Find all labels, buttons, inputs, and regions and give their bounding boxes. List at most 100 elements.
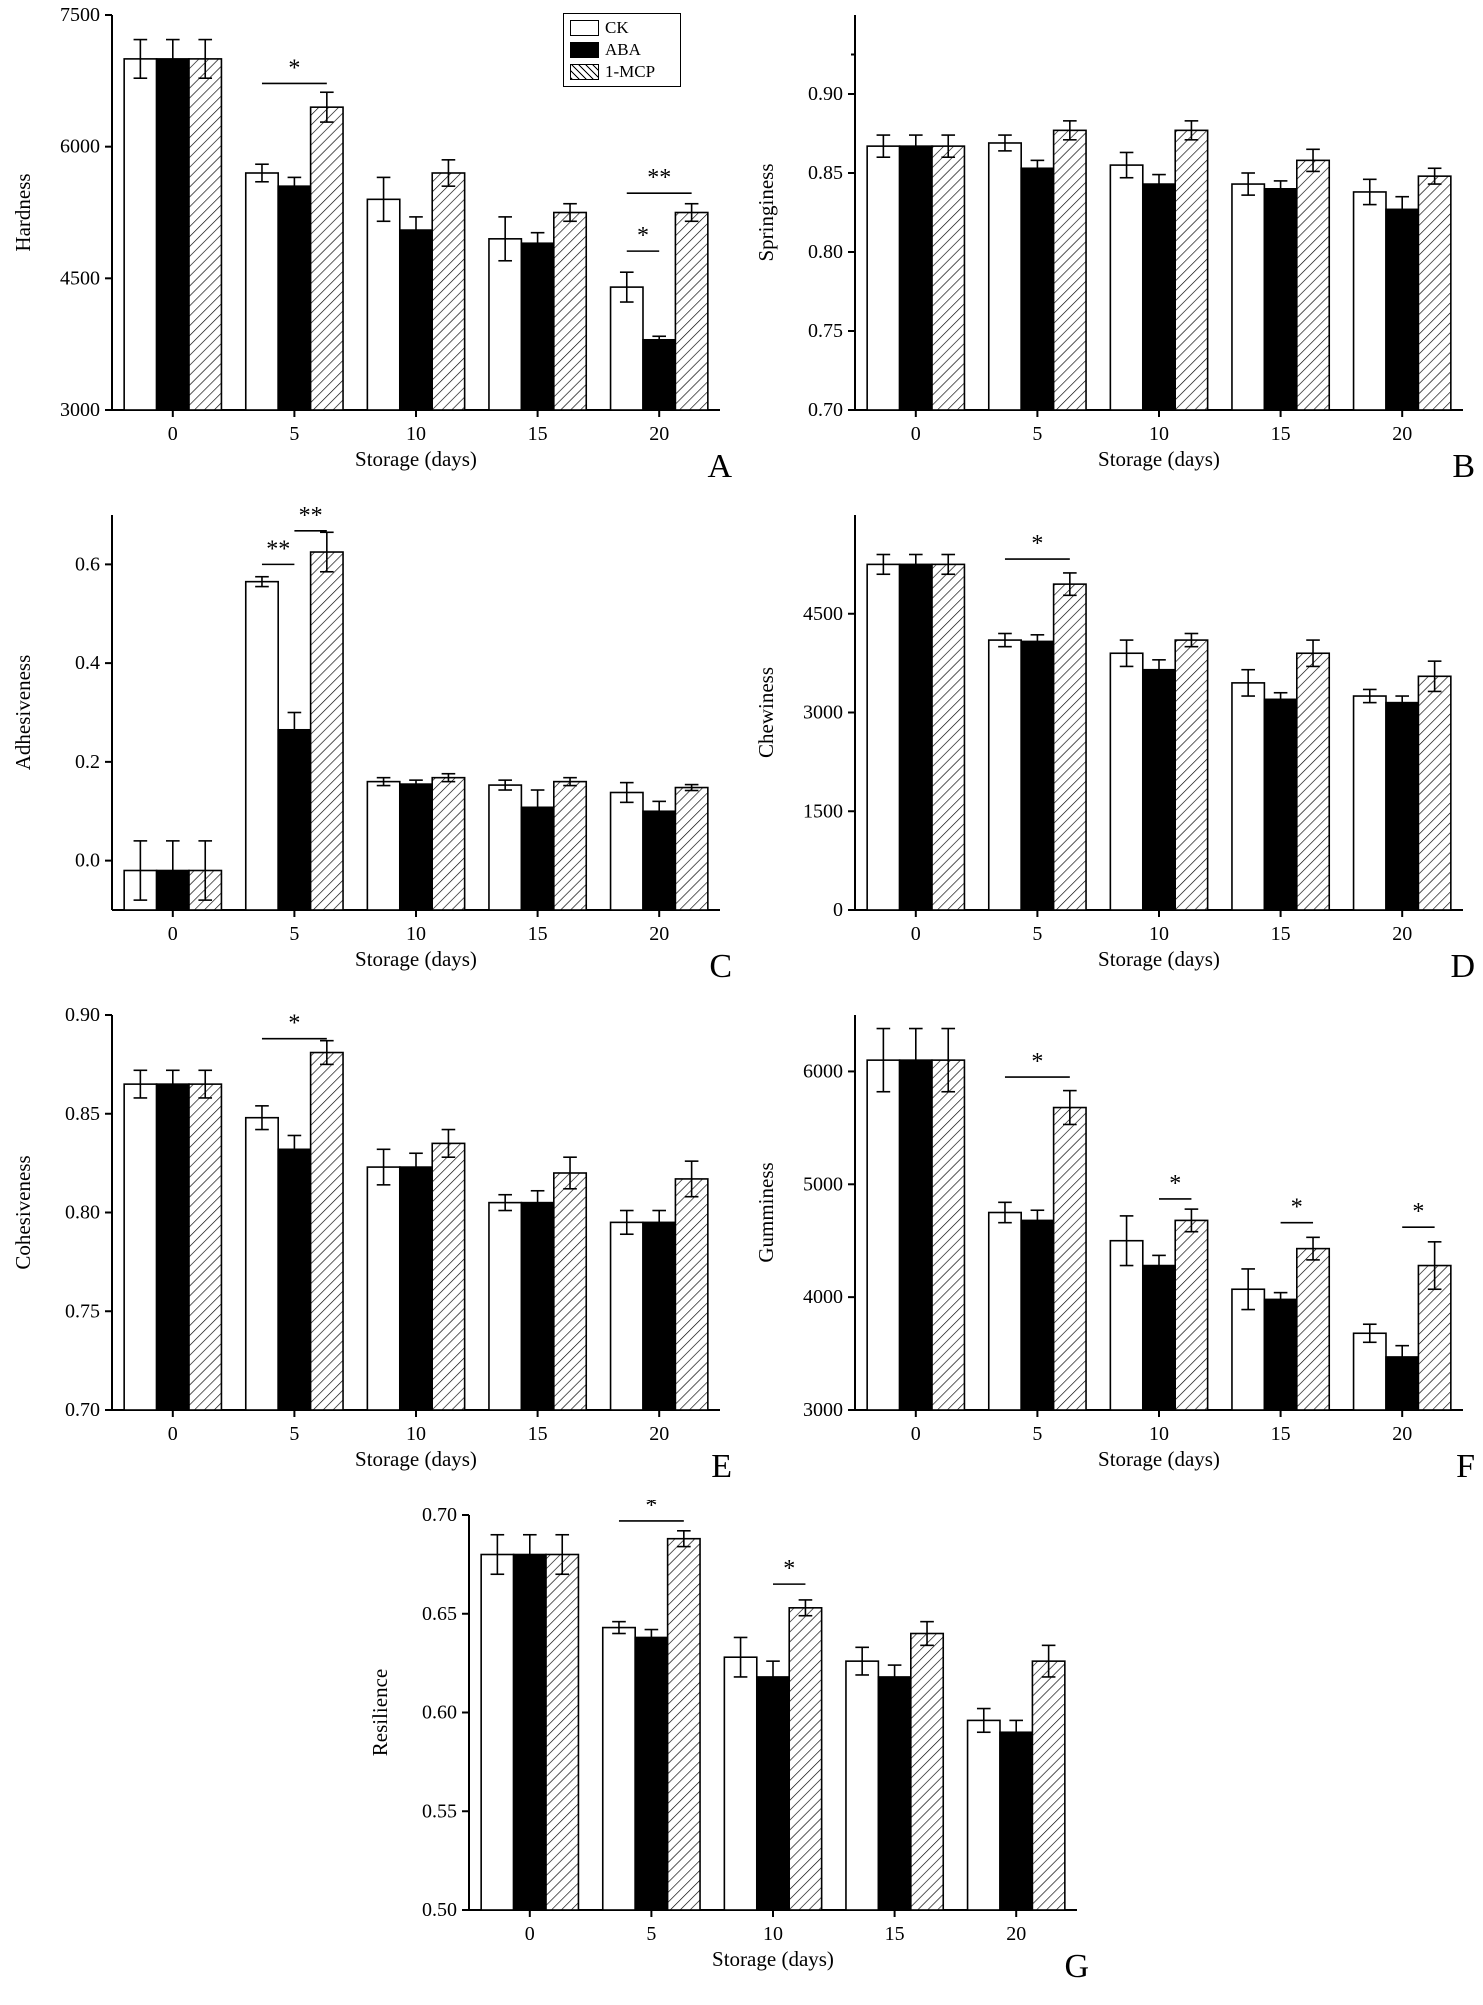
svg-text:15: 15 [1271,1423,1291,1445]
svg-text:*: * [1291,1195,1303,1221]
svg-text:*: * [645,1500,657,1519]
svg-text:Chewiness: Chewiness [754,667,778,758]
svg-text:0.0: 0.0 [75,850,100,872]
svg-text:*: * [1412,1199,1424,1225]
svg-text:0: 0 [525,1923,535,1945]
svg-text:10: 10 [1149,923,1169,945]
svg-text:0.60: 0.60 [422,1702,457,1724]
svg-text:0: 0 [168,1423,178,1445]
svg-text:0.70: 0.70 [808,399,843,421]
svg-text:10: 10 [1149,1423,1169,1445]
svg-text:*: * [783,1556,795,1582]
svg-text:0.75: 0.75 [808,320,843,342]
svg-text:5: 5 [1032,923,1042,945]
svg-text:0.50: 0.50 [422,1899,457,1921]
svg-text:Springiness: Springiness [754,163,778,261]
svg-text:15: 15 [885,1923,905,1945]
svg-text:0.65: 0.65 [422,1603,457,1625]
svg-text:0.80: 0.80 [808,241,843,263]
svg-text:10: 10 [406,423,426,445]
svg-text:*: * [1169,1171,1181,1197]
svg-text:*: * [1031,531,1043,557]
svg-text:5000: 5000 [803,1173,843,1195]
svg-text:1500: 1500 [803,800,843,822]
svg-text:4500: 4500 [60,267,100,289]
svg-text:4500: 4500 [803,603,843,625]
svg-text:Storage (days): Storage (days) [1098,947,1220,971]
svg-text:7500: 7500 [60,4,100,26]
svg-text:Adhesiveness: Adhesiveness [11,655,35,770]
svg-text:5: 5 [289,423,299,445]
svg-text:**: ** [299,503,323,529]
svg-text:0.70: 0.70 [65,1399,100,1421]
svg-text:5: 5 [289,1423,299,1445]
svg-text:15: 15 [1271,923,1291,945]
svg-text:**: ** [647,165,671,191]
svg-text:0.70: 0.70 [422,1504,457,1526]
svg-text:B: B [1452,448,1475,485]
svg-text:*: * [637,223,649,249]
svg-text:Storage (days): Storage (days) [1098,447,1220,471]
svg-text:A: A [707,448,732,485]
svg-text:15: 15 [528,423,548,445]
svg-text:Storage (days): Storage (days) [355,1447,477,1471]
svg-text:6000: 6000 [803,1060,843,1082]
svg-text:0: 0 [168,923,178,945]
svg-text:E: E [711,1448,732,1485]
svg-text:10: 10 [406,923,426,945]
svg-text:0: 0 [911,423,921,445]
svg-text:5: 5 [1032,1423,1042,1445]
svg-text:Storage (days): Storage (days) [355,947,477,971]
svg-text:G: G [1064,1948,1089,1985]
svg-text:3000: 3000 [803,702,843,724]
svg-text:20: 20 [649,423,669,445]
svg-text:10: 10 [406,1423,426,1445]
svg-text:0.4: 0.4 [75,652,100,674]
svg-text:0: 0 [911,923,921,945]
svg-text:0.80: 0.80 [65,1202,100,1224]
svg-text:3000: 3000 [60,399,100,421]
svg-text:**: ** [266,536,290,562]
svg-text:0.75: 0.75 [65,1300,100,1322]
svg-text:10: 10 [763,1923,783,1945]
svg-text:0.85: 0.85 [65,1103,100,1125]
svg-text:5: 5 [1032,423,1042,445]
svg-text:15: 15 [528,923,548,945]
svg-text:Hardness: Hardness [11,173,35,251]
svg-text:Cohesiveness: Cohesiveness [11,1155,35,1269]
svg-text:0.90: 0.90 [808,83,843,105]
svg-text:0.85: 0.85 [808,162,843,184]
svg-text:15: 15 [1271,423,1291,445]
svg-text:5: 5 [289,923,299,945]
svg-text:3000: 3000 [803,1399,843,1421]
svg-text:20: 20 [1392,923,1412,945]
svg-text:10: 10 [1149,423,1169,445]
svg-text:0: 0 [168,423,178,445]
svg-text:20: 20 [649,923,669,945]
svg-text:F: F [1456,1448,1475,1485]
svg-text:6000: 6000 [60,136,100,158]
svg-text:15: 15 [528,1423,548,1445]
svg-text:Resilience: Resilience [368,1669,392,1756]
svg-text:20: 20 [1006,1923,1026,1945]
svg-text:D: D [1450,948,1475,985]
svg-text:4000: 4000 [803,1286,843,1308]
svg-text:0.6: 0.6 [75,553,100,575]
svg-text:Gumminess: Gumminess [754,1162,778,1262]
svg-text:Storage (days): Storage (days) [355,447,477,471]
svg-text:20: 20 [1392,1423,1412,1445]
svg-text:*: * [288,55,300,81]
svg-text:Storage (days): Storage (days) [1098,1447,1220,1471]
svg-text:0.90: 0.90 [65,1004,100,1026]
svg-text:0: 0 [911,1423,921,1445]
svg-text:20: 20 [1392,423,1412,445]
svg-text:C: C [709,948,732,985]
svg-text:*: * [288,1011,300,1037]
svg-text:5: 5 [646,1923,656,1945]
svg-text:*: * [1031,1049,1043,1075]
svg-text:0.2: 0.2 [75,751,100,773]
svg-text:Storage (days): Storage (days) [712,1947,834,1971]
svg-text:0.55: 0.55 [422,1800,457,1822]
svg-text:0: 0 [833,899,843,921]
svg-text:20: 20 [649,1423,669,1445]
